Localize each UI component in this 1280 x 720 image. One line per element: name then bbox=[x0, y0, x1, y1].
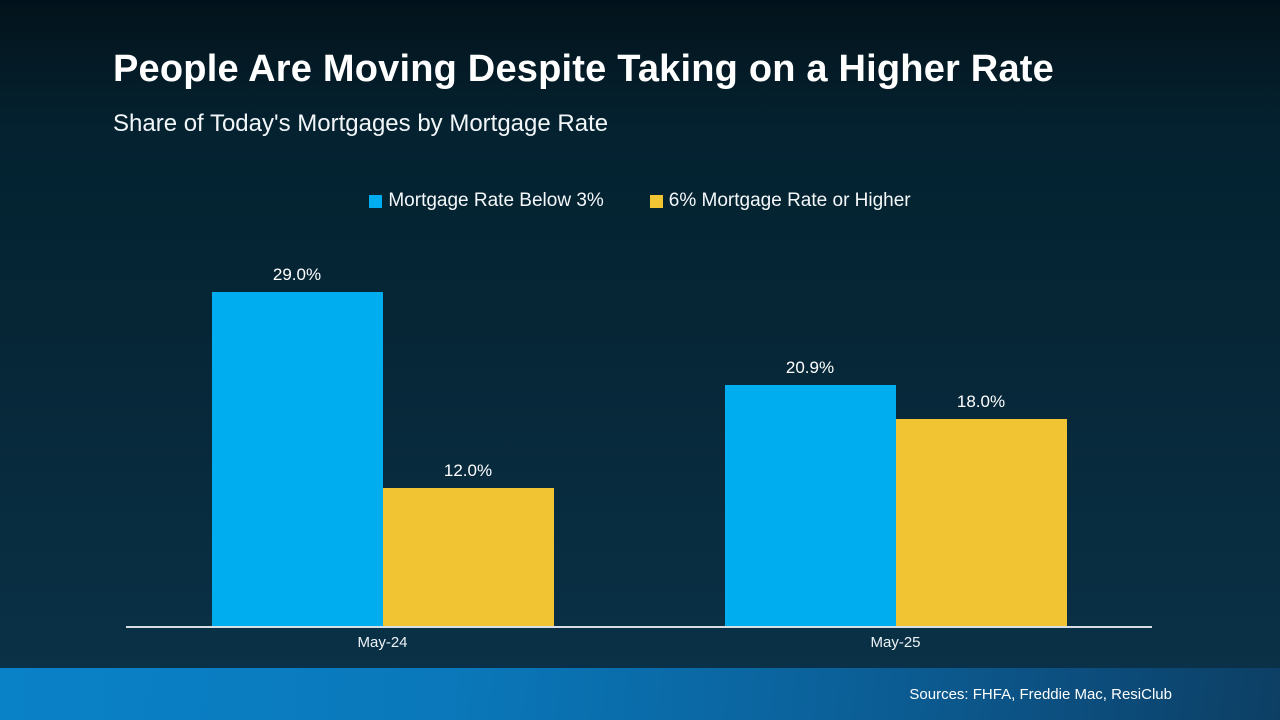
footer-bar: Sources: FHFA, Freddie Mac, ResiClub bbox=[0, 668, 1280, 720]
legend-label: 6% Mortgage Rate or Higher bbox=[668, 190, 911, 211]
page-title: People Are Moving Despite Taking on a Hi… bbox=[113, 48, 1054, 90]
x-axis-label: May-25 bbox=[870, 634, 921, 651]
bar-value-label: 20.9% bbox=[785, 358, 835, 377]
bar-value-label: 18.0% bbox=[956, 392, 1006, 411]
bar-column: 12.0% bbox=[382, 461, 554, 626]
legend-swatch-blue-icon bbox=[369, 194, 383, 208]
bar-group-may-24: 29.0% 12.0% bbox=[126, 240, 639, 626]
plot-area: 29.0% 12.0% 20.9% 18.0% bbox=[126, 240, 1152, 628]
bar-may-25-series-0 bbox=[724, 385, 896, 626]
legend-item-below-3: Mortgage Rate Below 3% bbox=[369, 190, 604, 212]
bar-may-24-series-1 bbox=[382, 488, 554, 626]
bar-may-25-series-1 bbox=[895, 419, 1067, 626]
bar-value-label: 12.0% bbox=[443, 461, 493, 480]
footer-sources: Sources: FHFA, Freddie Mac, ResiClub bbox=[909, 685, 1172, 703]
bar-column: 18.0% bbox=[895, 392, 1067, 626]
bar-column: 29.0% bbox=[211, 265, 383, 626]
bar-value-label: 29.0% bbox=[272, 265, 322, 284]
x-axis-labels: May-24 May-25 bbox=[126, 634, 1152, 651]
bar-group-may-25: 20.9% 18.0% bbox=[639, 240, 1152, 626]
x-axis-label: May-24 bbox=[357, 634, 408, 651]
chart-subtitle: Share of Today's Mortgages by Mortgage R… bbox=[113, 110, 609, 137]
legend-label: Mortgage Rate Below 3% bbox=[388, 190, 604, 211]
bar-column: 20.9% bbox=[724, 358, 896, 626]
chart-legend: Mortgage Rate Below 3% 6% Mortgage Rate … bbox=[0, 190, 1280, 212]
bar-may-24-series-0 bbox=[211, 292, 383, 626]
legend-item-6-or-higher: 6% Mortgage Rate or Higher bbox=[649, 190, 911, 212]
legend-swatch-yellow-icon bbox=[649, 194, 663, 208]
